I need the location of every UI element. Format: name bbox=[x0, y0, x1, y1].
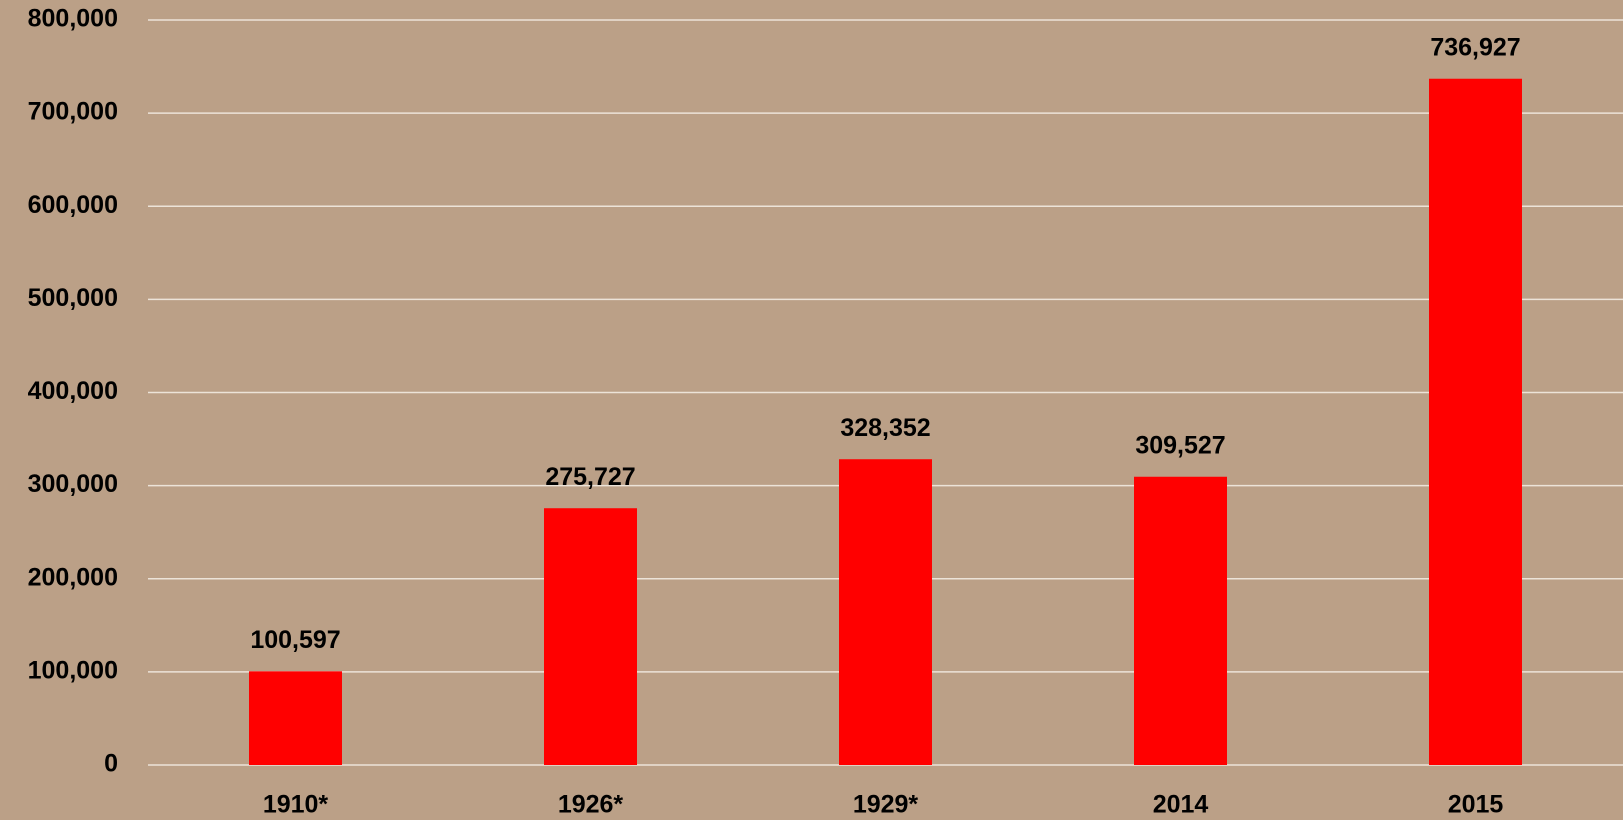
x-tick-label: 1926* bbox=[558, 791, 624, 819]
data-label: 736,927 bbox=[1430, 33, 1520, 61]
data-label: 309,527 bbox=[1135, 431, 1225, 459]
x-tick-label: 2015 bbox=[1448, 791, 1504, 819]
x-tick-label: 1910* bbox=[263, 791, 329, 819]
x-tick-label: 2014 bbox=[1153, 791, 1209, 819]
data-label: 275,727 bbox=[545, 463, 635, 491]
data-label: 100,597 bbox=[250, 626, 340, 654]
y-tick-label: 100,000 bbox=[28, 656, 118, 684]
bar bbox=[1134, 476, 1227, 765]
y-tick-label: 600,000 bbox=[28, 191, 118, 219]
y-tick-label: 400,000 bbox=[28, 377, 118, 405]
bar bbox=[1429, 78, 1522, 765]
bar bbox=[839, 459, 932, 765]
y-tick-label: 0 bbox=[104, 750, 118, 778]
data-label: 328,352 bbox=[840, 414, 930, 442]
y-tick-label: 200,000 bbox=[28, 563, 118, 591]
bar bbox=[544, 508, 637, 765]
y-tick-label: 300,000 bbox=[28, 470, 118, 498]
y-tick-label: 800,000 bbox=[28, 5, 118, 33]
bar bbox=[249, 671, 342, 765]
y-tick-label: 700,000 bbox=[28, 98, 118, 126]
y-tick-label: 500,000 bbox=[28, 284, 118, 312]
x-tick-label: 1929* bbox=[853, 791, 919, 819]
